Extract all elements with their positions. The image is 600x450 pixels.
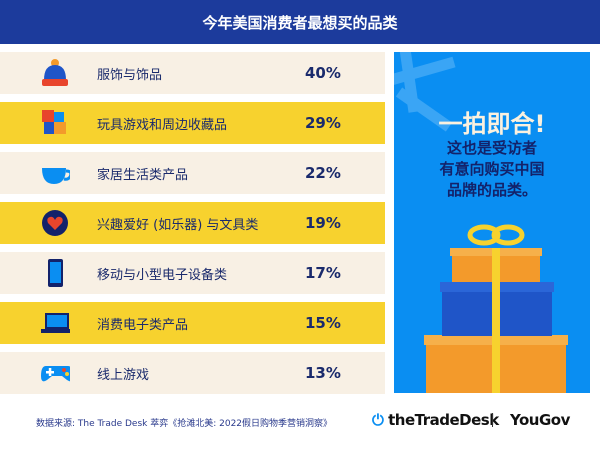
category-percent: 29% [305,114,341,132]
category-row: 线上游戏 13% [0,352,385,394]
category-label: 玩具游戏和周边收藏品 [97,117,228,133]
category-label: 兴趣爱好 (如乐器) 与文具类 [97,217,259,233]
category-row: 兴趣爱好 (如乐器) 与文具类 19% [0,202,385,244]
category-label: 线上游戏 [97,367,150,383]
logo-text: theTradeDesk [388,411,499,429]
panel-line: 品牌的品类。 [446,181,537,199]
gamepad-icon [40,358,70,388]
category-percent: 19% [305,214,341,232]
panel-text: 这也是受访者 有意向购买中国 品牌的品类。 [394,138,590,201]
category-label: 移动与小型电子设备类 [97,267,228,283]
page-title: 今年美国消费者最想买的品类 [0,0,600,44]
teacup-icon [40,158,70,188]
power-icon: ⏻ [372,411,384,429]
panel-line: 这也是受访者 [446,139,537,157]
category-label: 服饰与饰品 [97,67,163,83]
category-row: 玩具游戏和周边收藏品 29% [0,102,385,144]
category-percent: 15% [305,314,341,332]
category-percent: 13% [305,364,341,382]
category-row: 消费电子类产品 15% [0,302,385,344]
category-row: 移动与小型电子设备类 17% [0,252,385,294]
source-note: 数据来源: The Trade Desk 萃弈《抢滩北美: 2022假日购物季营… [36,419,333,429]
category-row: 服饰与饰品 40% [0,52,385,94]
asterisk-decoration-icon [394,52,568,393]
category-percent: 17% [305,264,341,282]
category-percent: 40% [305,64,341,82]
puzzle-icon [40,108,70,138]
winter-hat-icon [40,58,70,88]
tradedesk-logo: ⏻ theTradeDesk [372,411,499,429]
category-label: 消费电子类产品 [97,317,189,333]
category-label: 家居生活类产品 [97,167,189,183]
category-percent: 22% [305,164,341,182]
divider [492,413,493,427]
panel-headline: 一拍即合! [438,110,546,138]
gift-boxes-icon [424,224,568,393]
heart-icon [40,208,70,238]
category-row: 家居生活类产品 22% [0,152,385,194]
highlight-panel: 一拍即合! 这也是受访者 有意向购买中国 品牌的品类。 [394,52,590,393]
yougov-logo: YouGov [510,411,570,429]
panel-line: 有意向购买中国 [439,160,545,178]
smartphone-icon [40,258,70,288]
laptop-icon [40,308,70,338]
